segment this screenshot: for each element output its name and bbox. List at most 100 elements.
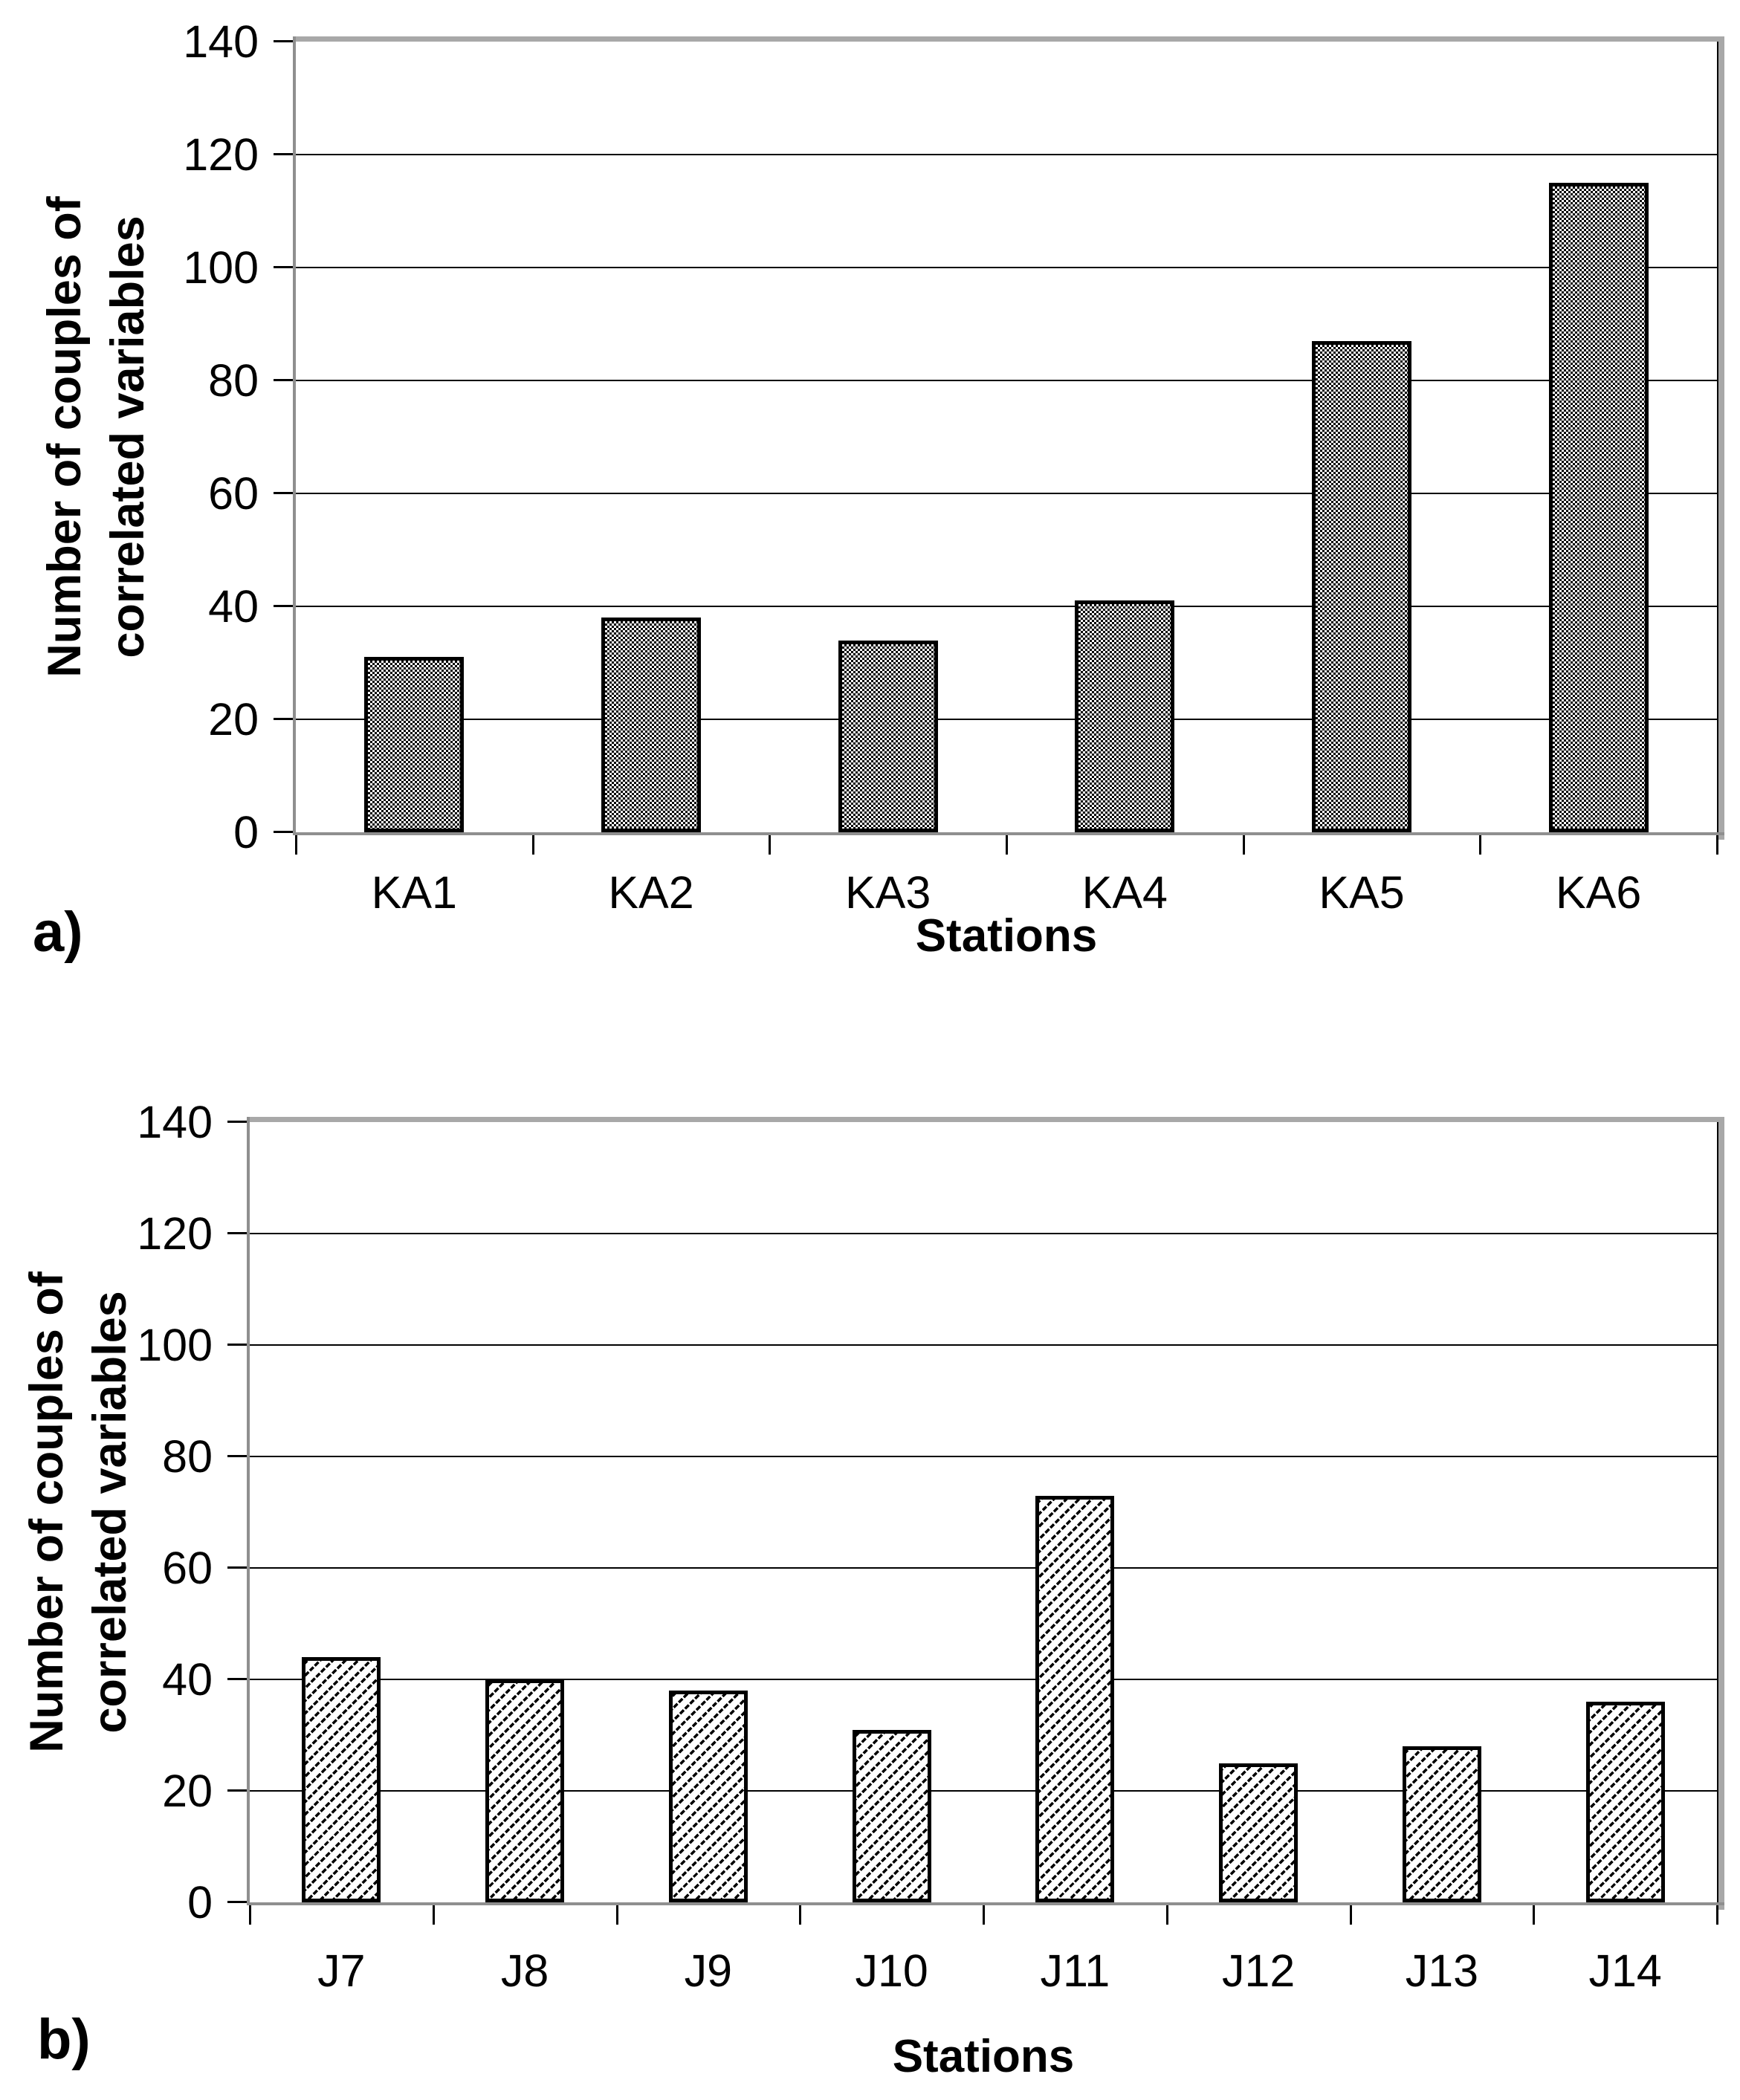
bar-J9 (668, 1691, 748, 1902)
gridline-120 (250, 1233, 1717, 1234)
plot-border-top (250, 1117, 1724, 1122)
gridline-60 (296, 493, 1717, 494)
bar-J8 (485, 1679, 565, 1902)
y-tick-label-40: 40 (162, 1654, 213, 1705)
plot-border-top (296, 36, 1724, 42)
bar-KA6 (1548, 183, 1649, 832)
y-tick-120 (274, 153, 293, 155)
x-tick-6 (1716, 835, 1718, 855)
gridline-100 (296, 267, 1717, 268)
bar-KA4 (1075, 600, 1175, 832)
x-tick-2 (615, 1905, 618, 1925)
gridline-60 (250, 1567, 1717, 1569)
panel-label-a: a) (33, 901, 83, 964)
x-axis-line (247, 1902, 1724, 1905)
y-tick-100 (227, 1344, 247, 1346)
x-tick-3 (1006, 835, 1008, 855)
y-tick-60 (274, 492, 293, 494)
x-tick-4 (983, 1905, 985, 1925)
y-tick-label-120: 120 (183, 129, 259, 180)
y-tick-label-20: 20 (208, 694, 259, 745)
y-tick-label-80: 80 (162, 1431, 213, 1482)
gridline-40 (296, 606, 1717, 607)
plot-edge-right (1717, 1122, 1718, 1902)
y-tick-label-20: 20 (162, 1766, 213, 1816)
y-tick-80 (274, 379, 293, 381)
category-label-J13: J13 (1405, 1945, 1479, 1996)
category-label-KA5: KA5 (1319, 867, 1405, 918)
bar-KA1 (364, 657, 465, 832)
gridline-20 (250, 1790, 1717, 1792)
y-tick-label-60: 60 (208, 468, 259, 519)
gridline-40 (250, 1679, 1717, 1680)
y-tick-label-100: 100 (137, 1320, 213, 1370)
category-label-KA4: KA4 (1081, 867, 1168, 918)
bar-J7 (302, 1657, 381, 1902)
x-tick-2 (769, 835, 772, 855)
x-tick-5 (1479, 835, 1482, 855)
bar-J11 (1035, 1495, 1115, 1902)
x-tick-0 (249, 1905, 251, 1925)
x-axis-line (293, 832, 1724, 835)
bar-J10 (852, 1729, 931, 1902)
plot-border-right (1718, 1117, 1724, 1910)
category-label-KA6: KA6 (1556, 867, 1642, 918)
gridline-100 (250, 1344, 1717, 1346)
gridline-80 (250, 1456, 1717, 1457)
category-label-J11: J11 (1040, 1945, 1110, 1996)
category-label-J10: J10 (855, 1945, 928, 1996)
y-tick-40 (274, 605, 293, 607)
y-tick-20 (227, 1789, 247, 1792)
category-label-KA1: KA1 (371, 867, 457, 918)
plot-border-right (1718, 36, 1724, 840)
x-tick-4 (1242, 835, 1245, 855)
plot-edge-right (1717, 42, 1718, 832)
x-tick-1 (531, 835, 534, 855)
gridline-80 (296, 380, 1717, 381)
x-tick-0 (295, 835, 297, 855)
x-tick-5 (1165, 1905, 1168, 1925)
y-tick-label-0: 0 (233, 807, 259, 858)
x-tick-7 (1533, 1905, 1536, 1925)
y-tick-label-140: 140 (183, 16, 259, 67)
category-label-KA2: KA2 (608, 867, 694, 918)
x-axis-title-b: Stations (892, 2031, 1075, 2082)
x-tick-8 (1716, 1905, 1718, 1925)
y-tick-100 (274, 266, 293, 268)
bar-KA2 (601, 618, 701, 832)
y-tick-0 (227, 1901, 247, 1903)
x-tick-1 (432, 1905, 435, 1925)
x-axis-title-a: Stations (915, 910, 1098, 962)
y-tick-80 (227, 1455, 247, 1457)
y-tick-140 (274, 40, 293, 42)
y-tick-20 (274, 718, 293, 720)
y-tick-label-80: 80 (208, 355, 259, 406)
bar-J13 (1402, 1746, 1481, 1902)
y-axis-line (247, 1117, 250, 1905)
y-tick-60 (227, 1566, 247, 1569)
y-tick-label-0: 0 (187, 1877, 213, 1928)
panel-label-b: b) (37, 2008, 91, 2071)
category-label-J9: J9 (684, 1945, 733, 1996)
y-tick-label-60: 60 (162, 1543, 213, 1593)
bar-KA3 (838, 640, 938, 832)
y-tick-140 (227, 1121, 247, 1123)
category-label-J14: J14 (1588, 1945, 1662, 1996)
x-tick-6 (1349, 1905, 1352, 1925)
y-tick-label-100: 100 (183, 242, 259, 293)
bar-J14 (1585, 1702, 1665, 1902)
y-tick-40 (227, 1678, 247, 1680)
category-label-J12: J12 (1221, 1945, 1296, 1996)
y-axis-line (293, 36, 296, 835)
bar-J12 (1219, 1763, 1298, 1902)
y-tick-120 (227, 1232, 247, 1234)
y-tick-label-140: 140 (137, 1097, 213, 1147)
y-tick-0 (274, 831, 293, 833)
category-label-J7: J7 (317, 1945, 366, 1996)
bar-KA5 (1312, 340, 1411, 832)
category-label-J8: J8 (500, 1945, 549, 1996)
gridline-120 (296, 154, 1717, 155)
